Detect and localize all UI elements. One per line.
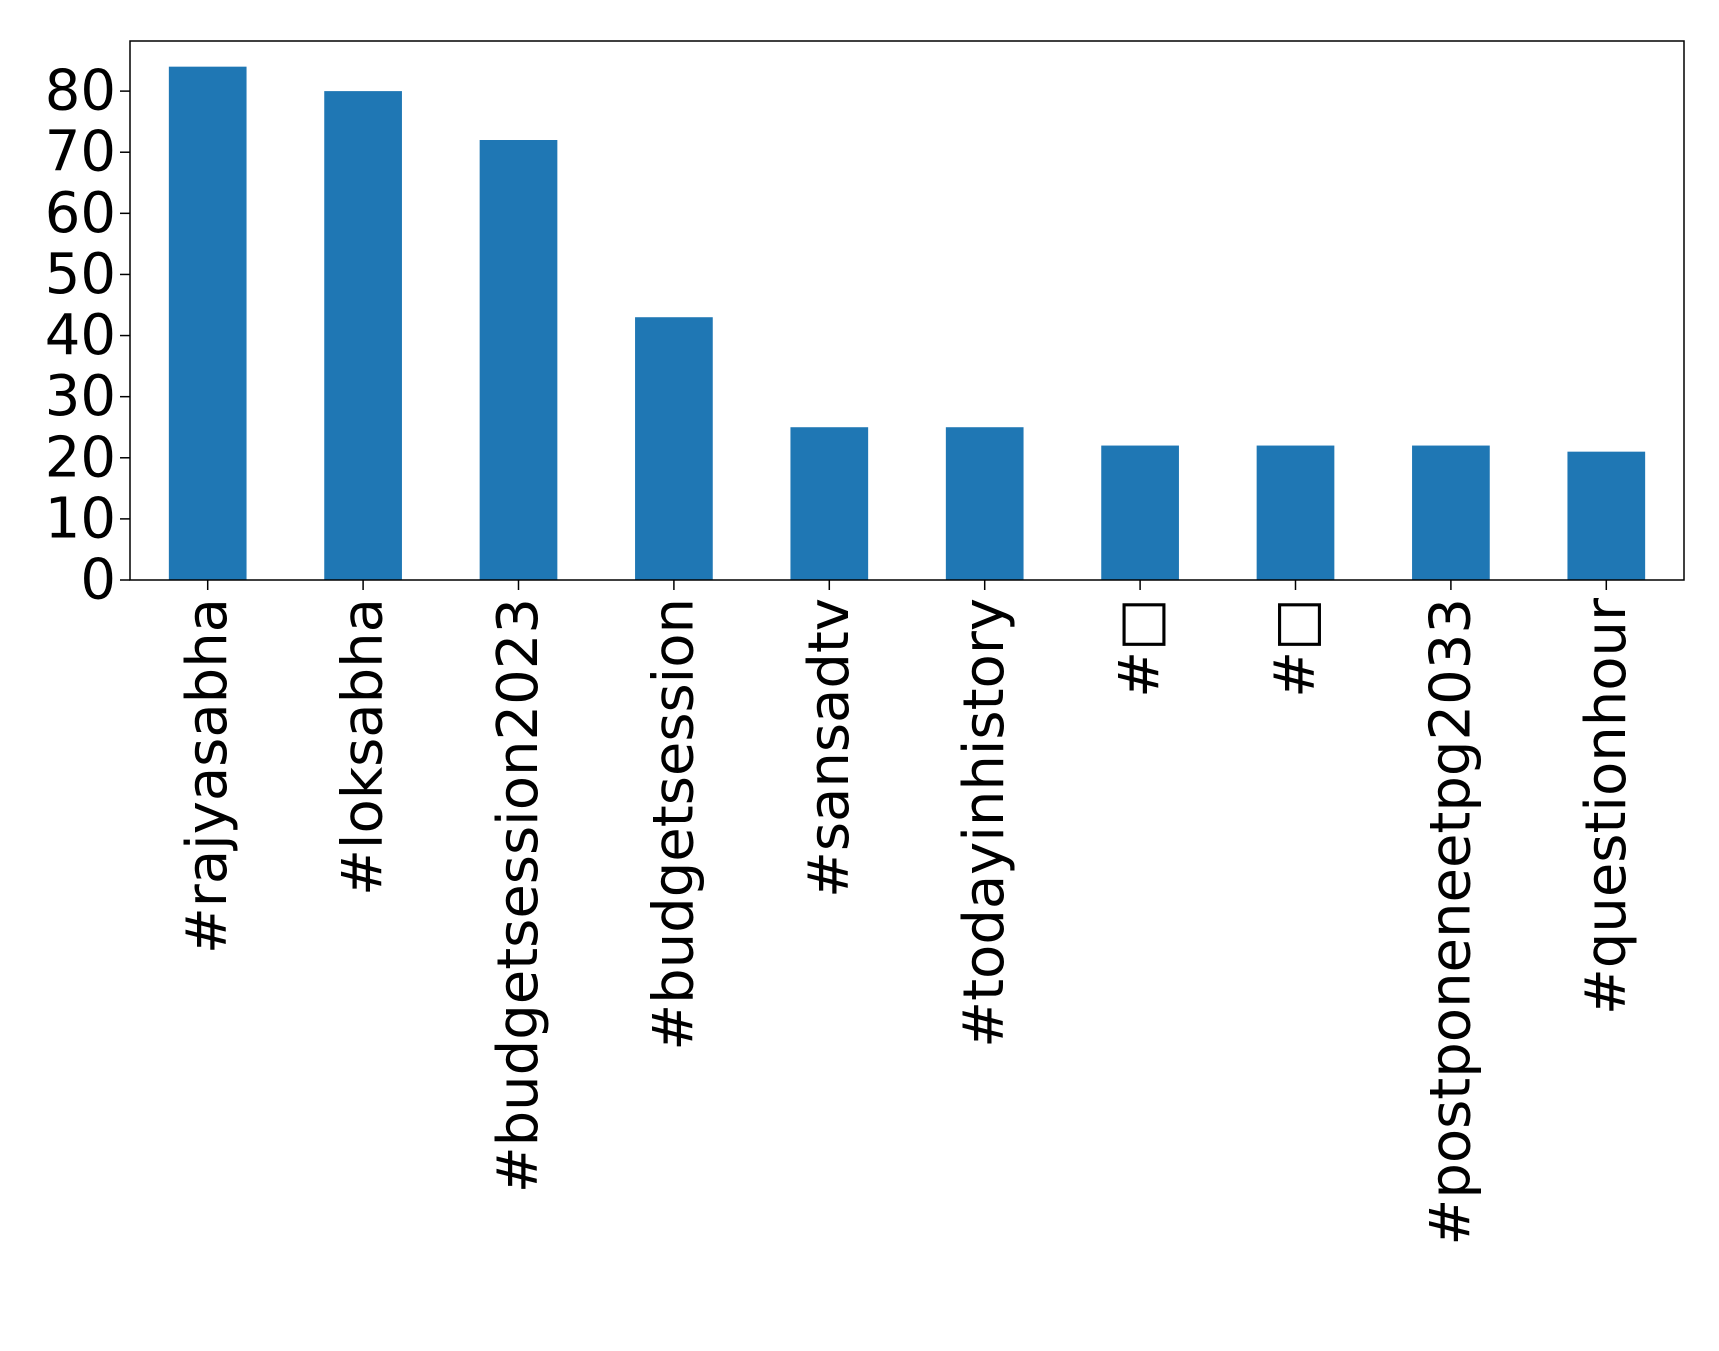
bar-6 — [1101, 445, 1179, 580]
x-tick-label-1: #loksabha — [331, 598, 396, 896]
x-tick-label-8: #postponeneetpg2033 — [1418, 598, 1483, 1246]
x-tick-label-0: #rajyasabha — [175, 598, 240, 954]
bars-group — [168, 66, 1646, 580]
y-tick-label-0: 0 — [80, 548, 116, 613]
bar-8 — [1412, 445, 1490, 580]
bar-4 — [790, 427, 869, 580]
y-tick-label-3: 30 — [45, 364, 116, 429]
bar-0 — [168, 66, 247, 580]
y-tick-label-1: 10 — [45, 486, 116, 551]
x-tick-label-5: #todayinhistory — [952, 598, 1017, 1048]
bar-9 — [1567, 451, 1646, 580]
y-tick-label-2: 20 — [45, 425, 116, 490]
x-tick-label-4: #sansadtv — [797, 598, 862, 898]
y-tick-label-4: 40 — [45, 303, 116, 368]
bar-5 — [945, 427, 1024, 580]
plot-frame — [129, 40, 1685, 581]
y-tick-label-7: 70 — [45, 120, 116, 185]
x-axis-ticks: #rajyasabha #loksabha #budgetsession2023 #b… — [175, 580, 1639, 1246]
bar-3 — [635, 317, 713, 580]
y-tick-label-5: 50 — [45, 242, 116, 307]
y-tick-label-8: 80 — [45, 59, 116, 124]
bar-7 — [1256, 445, 1335, 580]
x-tick-label-7: #□ — [1263, 598, 1328, 698]
y-tick-label-6: 60 — [45, 181, 116, 246]
x-tick-label-6: #□ — [1108, 598, 1173, 698]
x-tick-label-9: #questionhour — [1574, 597, 1639, 1015]
x-tick-label-3: #budgetsession — [641, 598, 706, 1051]
x-tick-label-2: #budgetsession2023 — [486, 598, 551, 1193]
bar-1 — [324, 91, 402, 580]
bar-2 — [479, 140, 558, 580]
